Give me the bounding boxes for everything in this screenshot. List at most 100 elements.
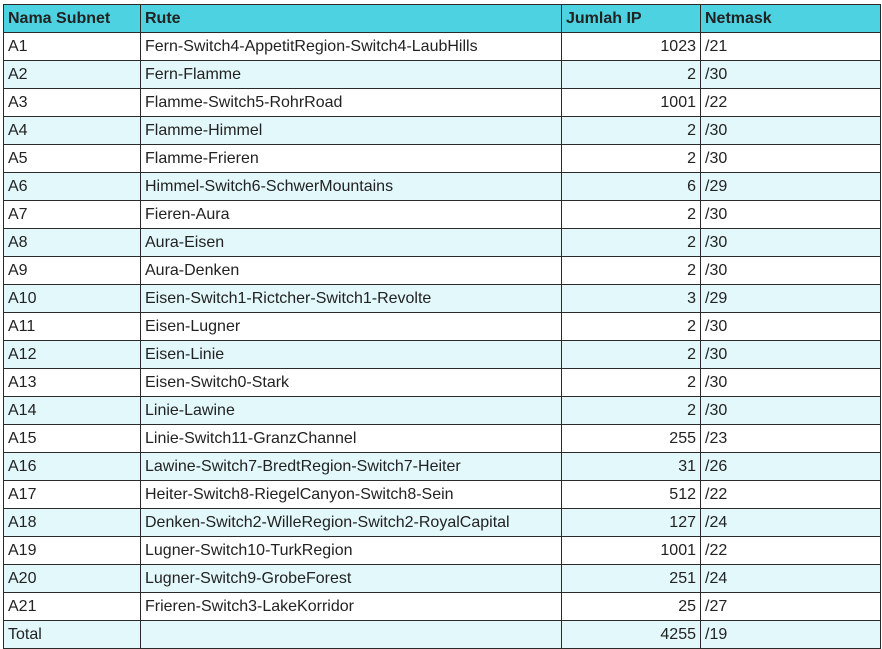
cell-netmask[interactable]: /22 [700, 480, 881, 509]
cell-nama-subnet[interactable]: A9 [3, 256, 141, 285]
cell-rute[interactable]: Eisen-Switch0-Stark [140, 368, 562, 397]
cell-netmask[interactable]: /30 [700, 256, 881, 285]
cell-jumlah-ip[interactable]: 2 [561, 200, 701, 229]
cell-rute[interactable]: Lawine-Switch7-BredtRegion-Switch7-Heite… [140, 452, 562, 481]
cell-nama-subnet[interactable]: A14 [3, 396, 141, 425]
cell-nama-subnet[interactable]: A4 [3, 116, 141, 145]
cell-rute[interactable]: Lugner-Switch9-GrobeForest [140, 564, 562, 593]
cell-netmask[interactable]: /27 [700, 592, 881, 621]
cell-jumlah-ip[interactable]: 2 [561, 368, 701, 397]
cell-rute[interactable]: Heiter-Switch8-RiegelCanyon-Switch8-Sein [140, 480, 562, 509]
cell-rute[interactable]: Himmel-Switch6-SchwerMountains [140, 172, 562, 201]
cell-nama-subnet[interactable]: A8 [3, 228, 141, 257]
cell-netmask[interactable]: /30 [700, 228, 881, 257]
cell-nama-subnet[interactable]: A13 [3, 368, 141, 397]
header-netmask[interactable]: Netmask [700, 4, 881, 33]
header-nama-subnet[interactable]: Nama Subnet [3, 4, 141, 33]
cell-netmask[interactable]: /30 [700, 368, 881, 397]
cell-jumlah-ip[interactable]: 2 [561, 228, 701, 257]
cell-netmask[interactable]: /30 [700, 116, 881, 145]
table-row: A12 Eisen-Linie 2/30 [3, 340, 881, 369]
cell-jumlah-ip[interactable]: 2 [561, 60, 701, 89]
cell-rute[interactable]: Frieren-Switch3-LakeKorridor [140, 592, 562, 621]
cell-jumlah-ip[interactable]: 1001 [561, 536, 701, 565]
cell-rute[interactable]: Flamme-Frieren [140, 144, 562, 173]
cell-jumlah-ip[interactable]: 127 [561, 508, 701, 537]
cell-jumlah-ip[interactable]: 2 [561, 340, 701, 369]
cell-jumlah-ip[interactable]: 1001 [561, 88, 701, 117]
cell-netmask[interactable]: /30 [700, 340, 881, 369]
cell-nama-subnet[interactable]: A21 [3, 592, 141, 621]
cell-nama-subnet[interactable]: A18 [3, 508, 141, 537]
header-rute[interactable]: Rute [140, 4, 562, 33]
cell-rute[interactable]: Flamme-Switch5-RohrRoad [140, 88, 562, 117]
cell-rute[interactable]: Eisen-Linie [140, 340, 562, 369]
cell-netmask[interactable]: /26 [700, 452, 881, 481]
cell-netmask[interactable]: /29 [700, 284, 881, 313]
cell-rute[interactable]: Eisen-Switch1-Rictcher-Switch1-Revolte [140, 284, 562, 313]
cell-jumlah-ip[interactable]: 255 [561, 424, 701, 453]
cell-rute[interactable]: Linie-Lawine [140, 396, 562, 425]
cell-netmask[interactable]: /24 [700, 564, 881, 593]
cell-rute[interactable]: Aura-Eisen [140, 228, 562, 257]
cell-nama-subnet[interactable]: A16 [3, 452, 141, 481]
total-rute[interactable] [140, 620, 562, 649]
table-row: A9 Aura-Denken 2/30 [3, 256, 881, 285]
cell-nama-subnet[interactable]: A7 [3, 200, 141, 229]
cell-nama-subnet[interactable]: A11 [3, 312, 141, 341]
cell-netmask[interactable]: /30 [700, 312, 881, 341]
cell-rute[interactable]: Denken-Switch2-WilleRegion-Switch2-Royal… [140, 508, 562, 537]
cell-nama-subnet[interactable]: A20 [3, 564, 141, 593]
cell-nama-subnet[interactable]: A5 [3, 144, 141, 173]
cell-jumlah-ip[interactable]: 2 [561, 116, 701, 145]
header-jumlah-ip[interactable]: Jumlah IP [561, 4, 701, 33]
cell-jumlah-ip[interactable]: 3 [561, 284, 701, 313]
cell-rute[interactable]: Aura-Denken [140, 256, 562, 285]
cell-nama-subnet[interactable]: A2 [3, 60, 141, 89]
table-row: A15 Linie-Switch11-GranzChannel 255/23 [3, 424, 881, 453]
cell-rute[interactable]: Lugner-Switch10-TurkRegion [140, 536, 562, 565]
cell-jumlah-ip[interactable]: 2 [561, 312, 701, 341]
cell-netmask[interactable]: /22 [700, 88, 881, 117]
table-row: A7 Fieren-Aura 2/30 [3, 200, 881, 229]
cell-nama-subnet[interactable]: A19 [3, 536, 141, 565]
cell-rute[interactable]: Eisen-Lugner [140, 312, 562, 341]
cell-rute[interactable]: Fern-Flamme [140, 60, 562, 89]
cell-jumlah-ip[interactable]: 1023 [561, 32, 701, 61]
cell-nama-subnet[interactable]: A1 [3, 32, 141, 61]
cell-nama-subnet[interactable]: A10 [3, 284, 141, 313]
cell-rute[interactable]: Linie-Switch11-GranzChannel [140, 424, 562, 453]
cell-jumlah-ip[interactable]: 25 [561, 592, 701, 621]
total-label[interactable]: Total [3, 620, 141, 649]
total-netmask[interactable]: /19 [700, 620, 881, 649]
cell-jumlah-ip[interactable]: 2 [561, 396, 701, 425]
cell-netmask[interactable]: /30 [700, 144, 881, 173]
cell-jumlah-ip[interactable]: 512 [561, 480, 701, 509]
table-row: A13 Eisen-Switch0-Stark 2/30 [3, 368, 881, 397]
cell-netmask[interactable]: /30 [700, 60, 881, 89]
cell-jumlah-ip[interactable]: 31 [561, 452, 701, 481]
cell-rute[interactable]: Fern-Switch4-AppetitRegion-Switch4-LaubH… [140, 32, 562, 61]
cell-netmask[interactable]: /24 [700, 508, 881, 537]
cell-nama-subnet[interactable]: A17 [3, 480, 141, 509]
table-row: A1 Fern-Switch4-AppetitRegion-Switch4-Lau… [3, 32, 881, 61]
cell-jumlah-ip[interactable]: 6 [561, 172, 701, 201]
cell-netmask[interactable]: /29 [700, 172, 881, 201]
cell-netmask[interactable]: /30 [700, 396, 881, 425]
cell-netmask[interactable]: /22 [700, 536, 881, 565]
cell-nama-subnet[interactable]: A15 [3, 424, 141, 453]
cell-rute[interactable]: Flamme-Himmel [140, 116, 562, 145]
cell-netmask[interactable]: /23 [700, 424, 881, 453]
table-row: A8 Aura-Eisen 2/30 [3, 228, 881, 257]
total-jumlah-ip[interactable]: 4255 [561, 620, 701, 649]
cell-netmask[interactable]: /30 [700, 200, 881, 229]
cell-jumlah-ip[interactable]: 251 [561, 564, 701, 593]
cell-netmask[interactable]: /21 [700, 32, 881, 61]
cell-nama-subnet[interactable]: A12 [3, 340, 141, 369]
cell-rute[interactable]: Fieren-Aura [140, 200, 562, 229]
cell-nama-subnet[interactable]: A6 [3, 172, 141, 201]
cell-jumlah-ip[interactable]: 2 [561, 256, 701, 285]
cell-nama-subnet[interactable]: A3 [3, 88, 141, 117]
cell-jumlah-ip[interactable]: 2 [561, 144, 701, 173]
table-body: A1 Fern-Switch4-AppetitRegion-Switch4-Lau… [3, 32, 881, 621]
